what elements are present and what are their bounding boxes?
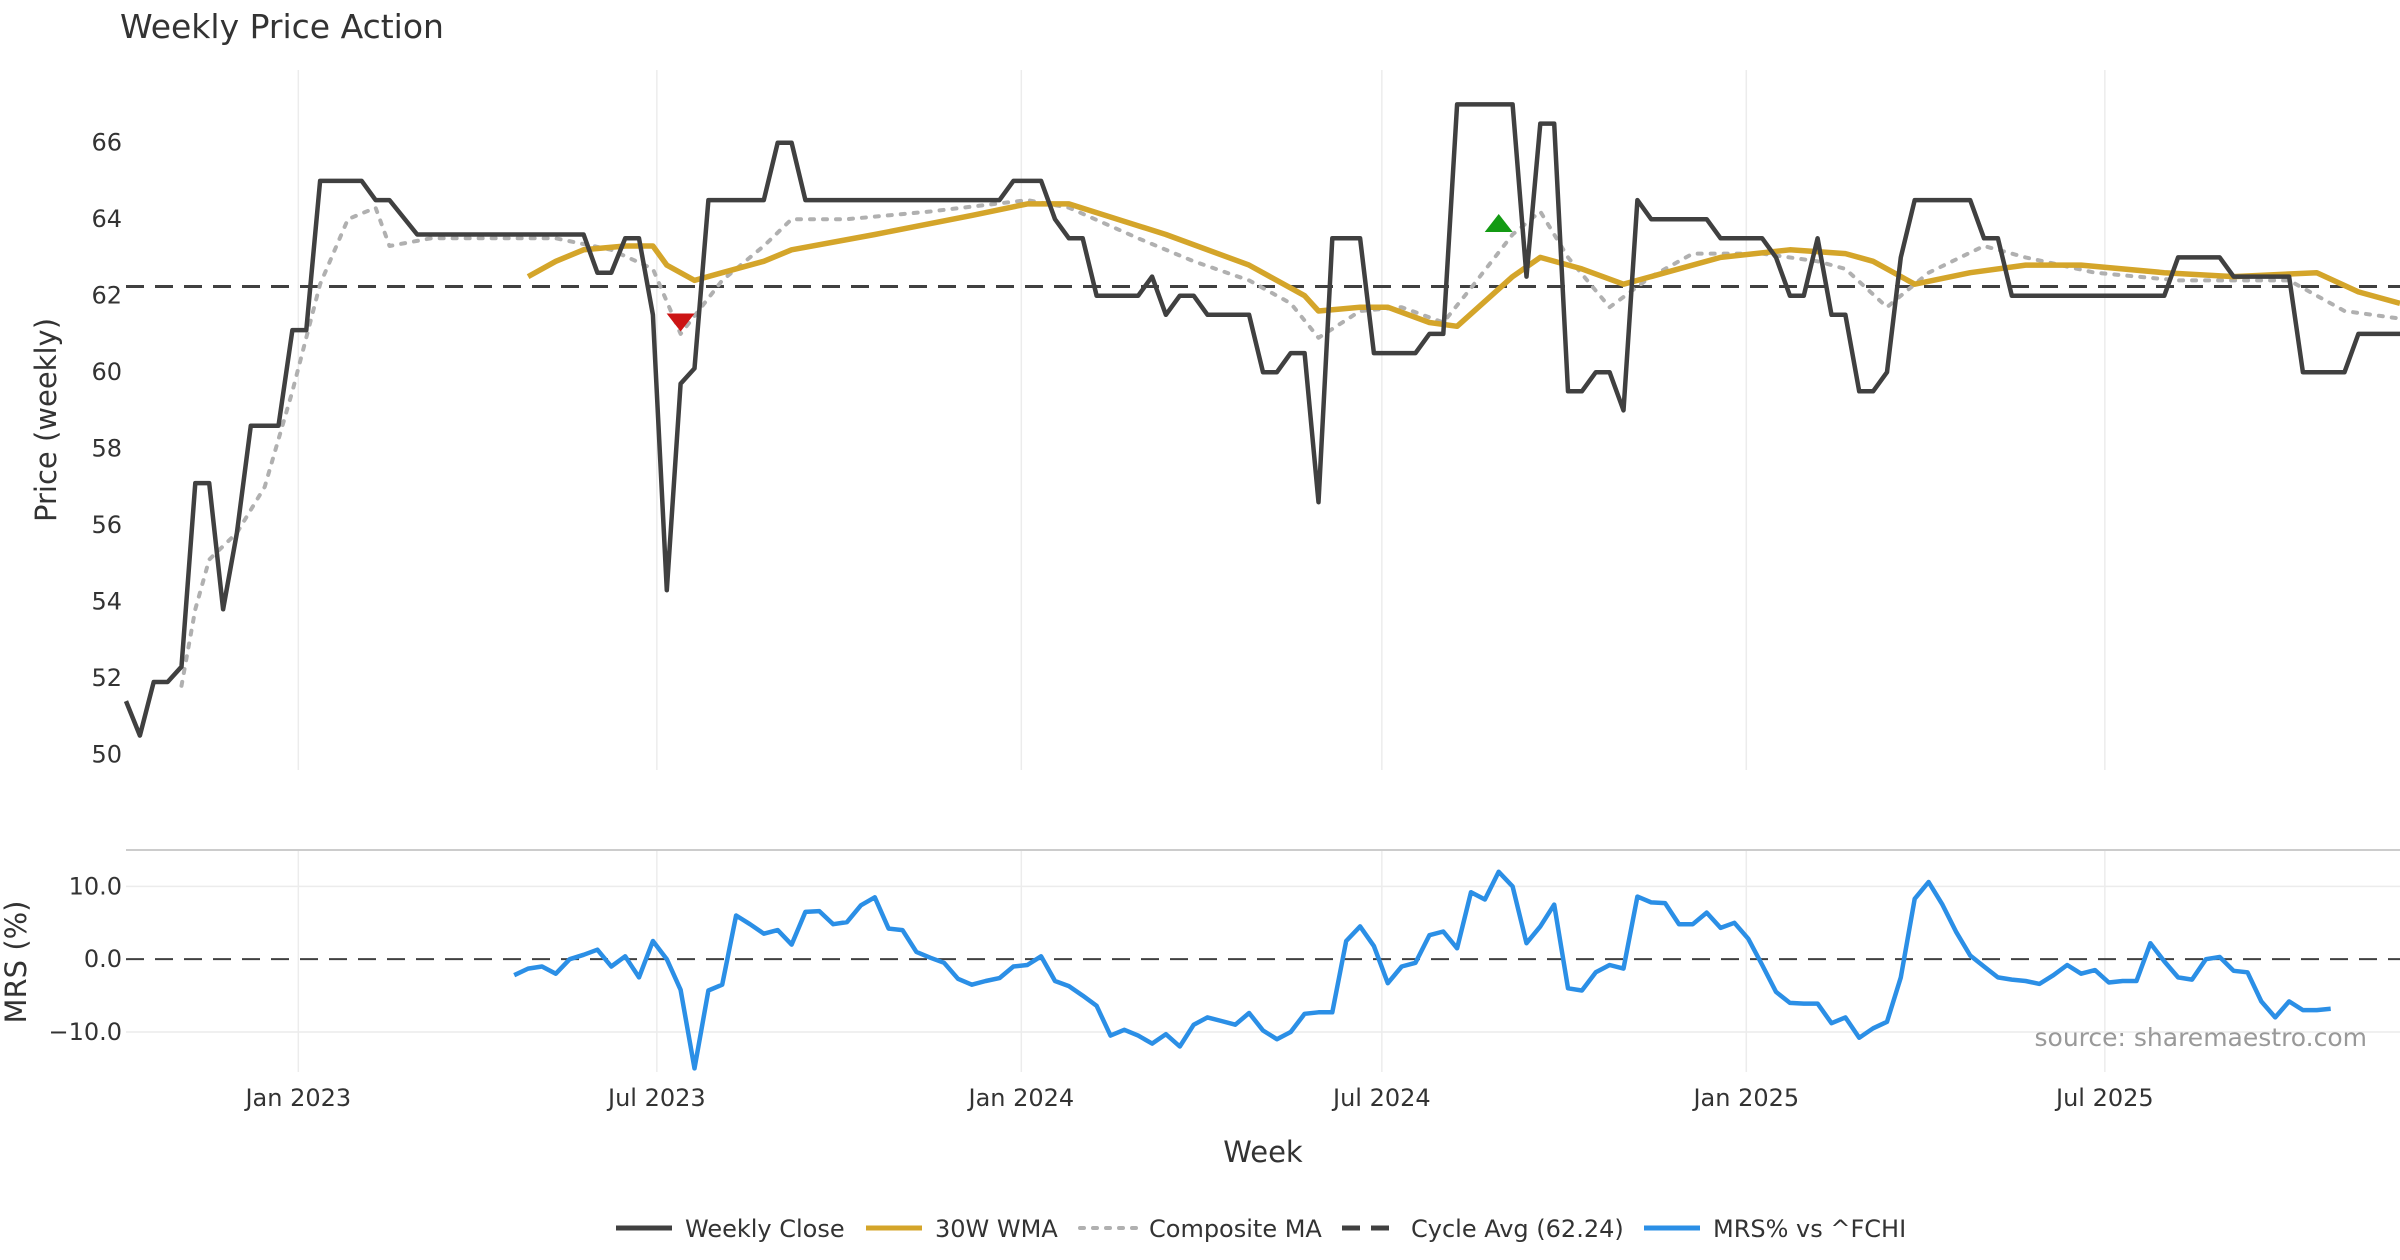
30w-wma-line (526, 201, 2400, 330)
legend-label: Composite MA (1149, 1215, 1322, 1243)
mrs-y-axis-label: MRS (%) (0, 901, 33, 1024)
price-panel: 50 52 54 56 58 60 62 64 66 Price (weekly) (29, 70, 2400, 770)
price-y-tick-label: 64 (91, 205, 122, 233)
legend-label: Weekly Close (685, 1215, 845, 1243)
x-axis-label: Week (1223, 1135, 1303, 1169)
price-y-tick-label: 58 (91, 435, 122, 463)
x-tick-label: Jan 2023 (243, 1084, 351, 1112)
legend-item: 30W WMA (866, 1215, 1058, 1243)
mrs-panel: 10.0 0.0 −10.0 MRS (%) (0, 849, 2400, 1072)
composite-ma-line (179, 198, 2400, 688)
chart-legend: Weekly Close 30W WMA Composite MA Cycle Avg… (616, 1215, 1906, 1243)
price-y-tick-label: 52 (91, 664, 122, 692)
chart-title: Weekly Price Action (120, 7, 444, 46)
shared-x-axis: Jan 2023 Jul 2023 Jan 2024 Jul 2024 Jan 2025… (243, 1084, 2153, 1112)
sell-signal-marker (666, 313, 695, 332)
x-tick-label: Jul 2023 (606, 1084, 706, 1112)
x-tick-label: Jul 2024 (1331, 1084, 1431, 1112)
price-y-axis-label: Price (weekly) (29, 318, 63, 522)
price-y-tick-label: 66 (91, 129, 122, 157)
price-y-tick-label: 56 (91, 511, 122, 539)
x-tick-label: Jul 2025 (2054, 1084, 2154, 1112)
weekly-close-line (123, 102, 2400, 738)
legend-item: MRS% vs ^FCHI (1644, 1215, 1906, 1243)
x-tick-label: Jan 2025 (1691, 1084, 1799, 1112)
price-y-tick-label: 60 (91, 358, 122, 386)
mrs-y-tick-label: −10.0 (48, 1018, 122, 1046)
legend-label: Cycle Avg (62.24) (1411, 1215, 1624, 1243)
source-note: source: sharemaestro.com (2035, 1023, 2368, 1052)
price-y-tick-label: 50 (91, 741, 122, 769)
legend-item: Cycle Avg (62.24) (1342, 1215, 1624, 1243)
legend-item: Composite MA (1078, 1215, 1322, 1243)
legend-item: Weekly Close (616, 1215, 845, 1243)
price-y-tick-label: 54 (91, 588, 122, 616)
mrs-y-tick-label: 0.0 (84, 945, 122, 973)
x-tick-label: Jan 2024 (966, 1084, 1074, 1112)
legend-label: 30W WMA (935, 1215, 1058, 1243)
price-y-tick-label: 62 (91, 282, 122, 310)
buy-signal-marker (1484, 214, 1513, 233)
mrs-line (513, 869, 2331, 1071)
mrs-y-tick-label: 10.0 (69, 872, 122, 900)
legend-label: MRS% vs ^FCHI (1713, 1215, 1906, 1243)
